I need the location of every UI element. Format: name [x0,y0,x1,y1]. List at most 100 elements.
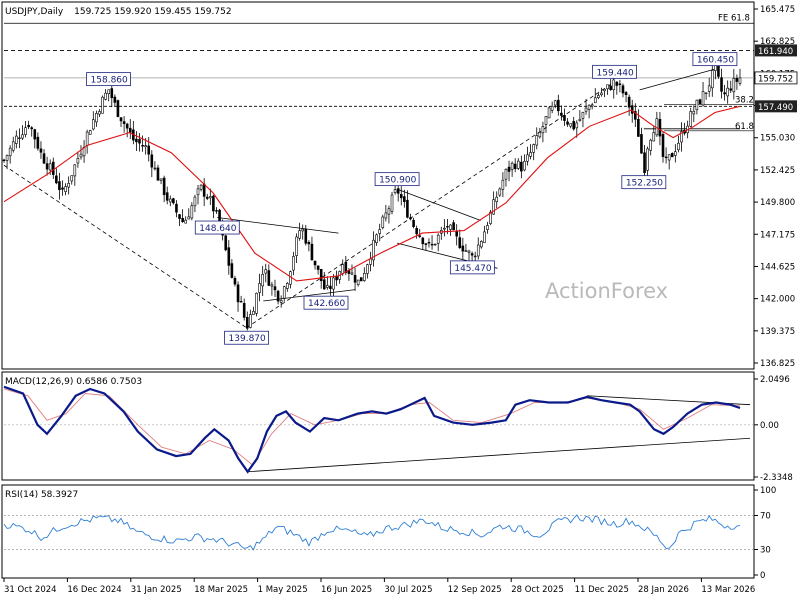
candle-body [282,286,286,299]
macd-label: MACD(12,26,9) 0.6586 0.7503 [5,377,142,387]
candle-body [498,188,502,196]
candle-body [600,92,603,96]
swing-label: 158.860 [91,76,128,86]
candle-body [298,230,301,239]
swing-label: 150.900 [379,176,416,186]
candle-body [128,127,132,133]
swing-label-box [194,220,240,235]
candle-body [544,116,548,125]
candle-body [510,162,514,170]
swing-label: 160.450 [697,56,734,66]
candle-body [313,260,317,266]
candle-body [384,212,388,219]
candle-body [212,195,215,212]
candle-body [76,158,80,164]
candle-body [147,145,151,155]
candle-body [286,283,289,289]
candle-body [661,134,665,157]
x-tick-label: 30 Jul 2025 [384,585,432,595]
candle-body [322,279,326,290]
candle-body [113,96,117,103]
level-price-box [755,44,797,57]
candle-body [230,263,234,278]
candle-body [316,265,320,270]
candle-body [11,141,15,151]
rsi-line [3,514,741,551]
candle-body [249,314,252,328]
candle-body [714,64,717,71]
candle-body [670,153,674,158]
trendline [217,217,339,234]
swing-label: 142.660 [308,299,345,309]
candle-body [593,97,597,104]
candle-body [156,167,160,181]
macd-main-line [3,385,741,474]
candle-body [319,268,323,282]
candle-body [255,293,258,314]
candle-body [541,126,545,134]
rsi-tick-label: 100 [760,486,776,496]
price-layer: FE 61.8 38.2 61.8 158.860 148.640 139.870 142.… [2,13,754,345]
candle-body [104,92,107,100]
swing-label: 152.250 [626,179,663,189]
level-price-box [755,100,797,113]
candle-body [424,243,428,245]
rsi-tick-label: 0 [760,571,765,581]
fib-label: 61.8 [735,122,754,132]
swing-label-box [692,52,738,67]
candle-body [18,137,21,139]
rsi-layer [3,514,754,551]
candle-body [415,228,418,235]
x-tick-label: 31 Oct 2024 [4,585,57,595]
candle-body [159,178,163,181]
candle-body [470,253,474,256]
candle-body [504,168,508,180]
candle-body [239,301,243,303]
candle-body [523,160,526,171]
price-tick-label: 162.825 [760,37,795,47]
candle-body [535,135,539,146]
candle-body [563,115,566,121]
candle-body [710,70,714,89]
candle-body [61,187,64,190]
rsi-tick-label: 70 [760,512,771,522]
candle-body [615,81,619,86]
candle-body [387,208,391,215]
candle-body [30,127,34,130]
candle-body [449,224,452,230]
candle-body [36,136,40,149]
macd-panel [1,371,755,481]
candle-body [520,161,523,172]
candle-body [292,256,295,271]
candle-body [236,284,240,303]
candle-body [199,184,203,190]
candle-body [153,167,157,170]
candle-body [181,217,184,223]
candle-body [267,270,271,286]
candle-body [664,156,668,159]
candle-body [569,123,572,127]
candle-body [252,311,255,315]
candle-body [79,153,83,158]
candle-body [492,199,495,215]
candle-body [242,303,246,318]
candle-body [289,271,292,285]
candle-body [24,127,27,135]
rsi-panel [1,484,755,579]
candle-body [310,243,314,261]
candle-body [418,235,422,237]
candle-body [516,160,520,169]
watermark: ActionForex [545,279,668,303]
candle-body [393,189,397,193]
candle-body [141,144,144,147]
candle-body [566,121,569,125]
candle-body [39,148,43,153]
x-tick-label: 28 Oct 2025 [511,585,564,595]
candle-body [560,112,563,116]
axes-layer: 165.475162.825160.175157.525155.030152.4… [3,5,798,595]
candle-body [507,166,511,172]
candle-body [261,274,264,287]
candle-body [547,107,551,119]
candle-body [276,290,280,302]
candle-body [341,264,345,274]
